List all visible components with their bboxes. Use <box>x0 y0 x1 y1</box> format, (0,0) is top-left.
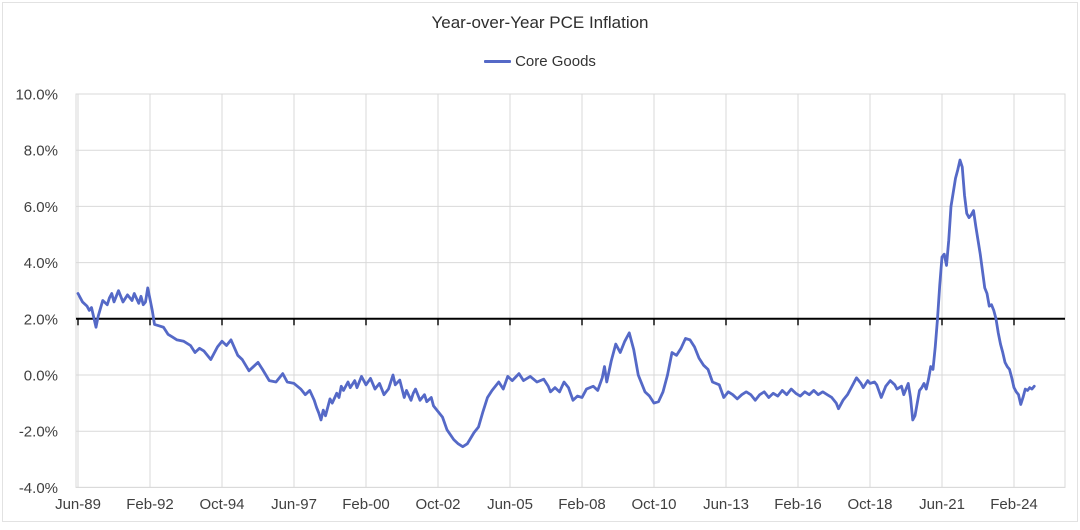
plot-border <box>75 93 1066 488</box>
x-tick-label: Feb-92 <box>126 496 174 513</box>
x-tick-label: Oct-02 <box>415 496 460 513</box>
legend: Core Goods <box>0 53 1080 70</box>
x-tick-label: Jun-89 <box>55 496 101 513</box>
x-tick-label: Feb-00 <box>342 496 390 513</box>
legend-label: Core Goods <box>515 53 596 70</box>
x-tick-label: Jun-05 <box>487 496 533 513</box>
legend-line-swatch <box>484 60 512 63</box>
series-line-core-goods <box>76 158 1036 449</box>
y-tick-label: 2.0% <box>24 311 58 328</box>
x-tick-label: Feb-16 <box>774 496 822 513</box>
x-tick-label: Oct-18 <box>847 496 892 513</box>
x-tick-label: Oct-10 <box>631 496 676 513</box>
y-tick-label: 10.0% <box>15 87 58 104</box>
x-tick-label: Oct-94 <box>199 496 244 513</box>
y-tick-label: 4.0% <box>24 255 58 272</box>
y-tick-label: 8.0% <box>24 143 58 160</box>
y-tick-label: -2.0% <box>19 424 58 441</box>
x-tick-label: Feb-24 <box>990 496 1038 513</box>
x-tick-label: Jun-97 <box>271 496 317 513</box>
y-tick-label: 0.0% <box>24 368 58 385</box>
y-tick-label: 6.0% <box>24 199 58 216</box>
chart-title: Year-over-Year PCE Inflation <box>431 13 649 32</box>
x-tick-label: Jun-13 <box>703 496 749 513</box>
x-tick-label: Feb-08 <box>558 496 606 513</box>
y-tick-label: -4.0% <box>19 480 58 497</box>
x-tick-label: Jun-21 <box>919 496 965 513</box>
